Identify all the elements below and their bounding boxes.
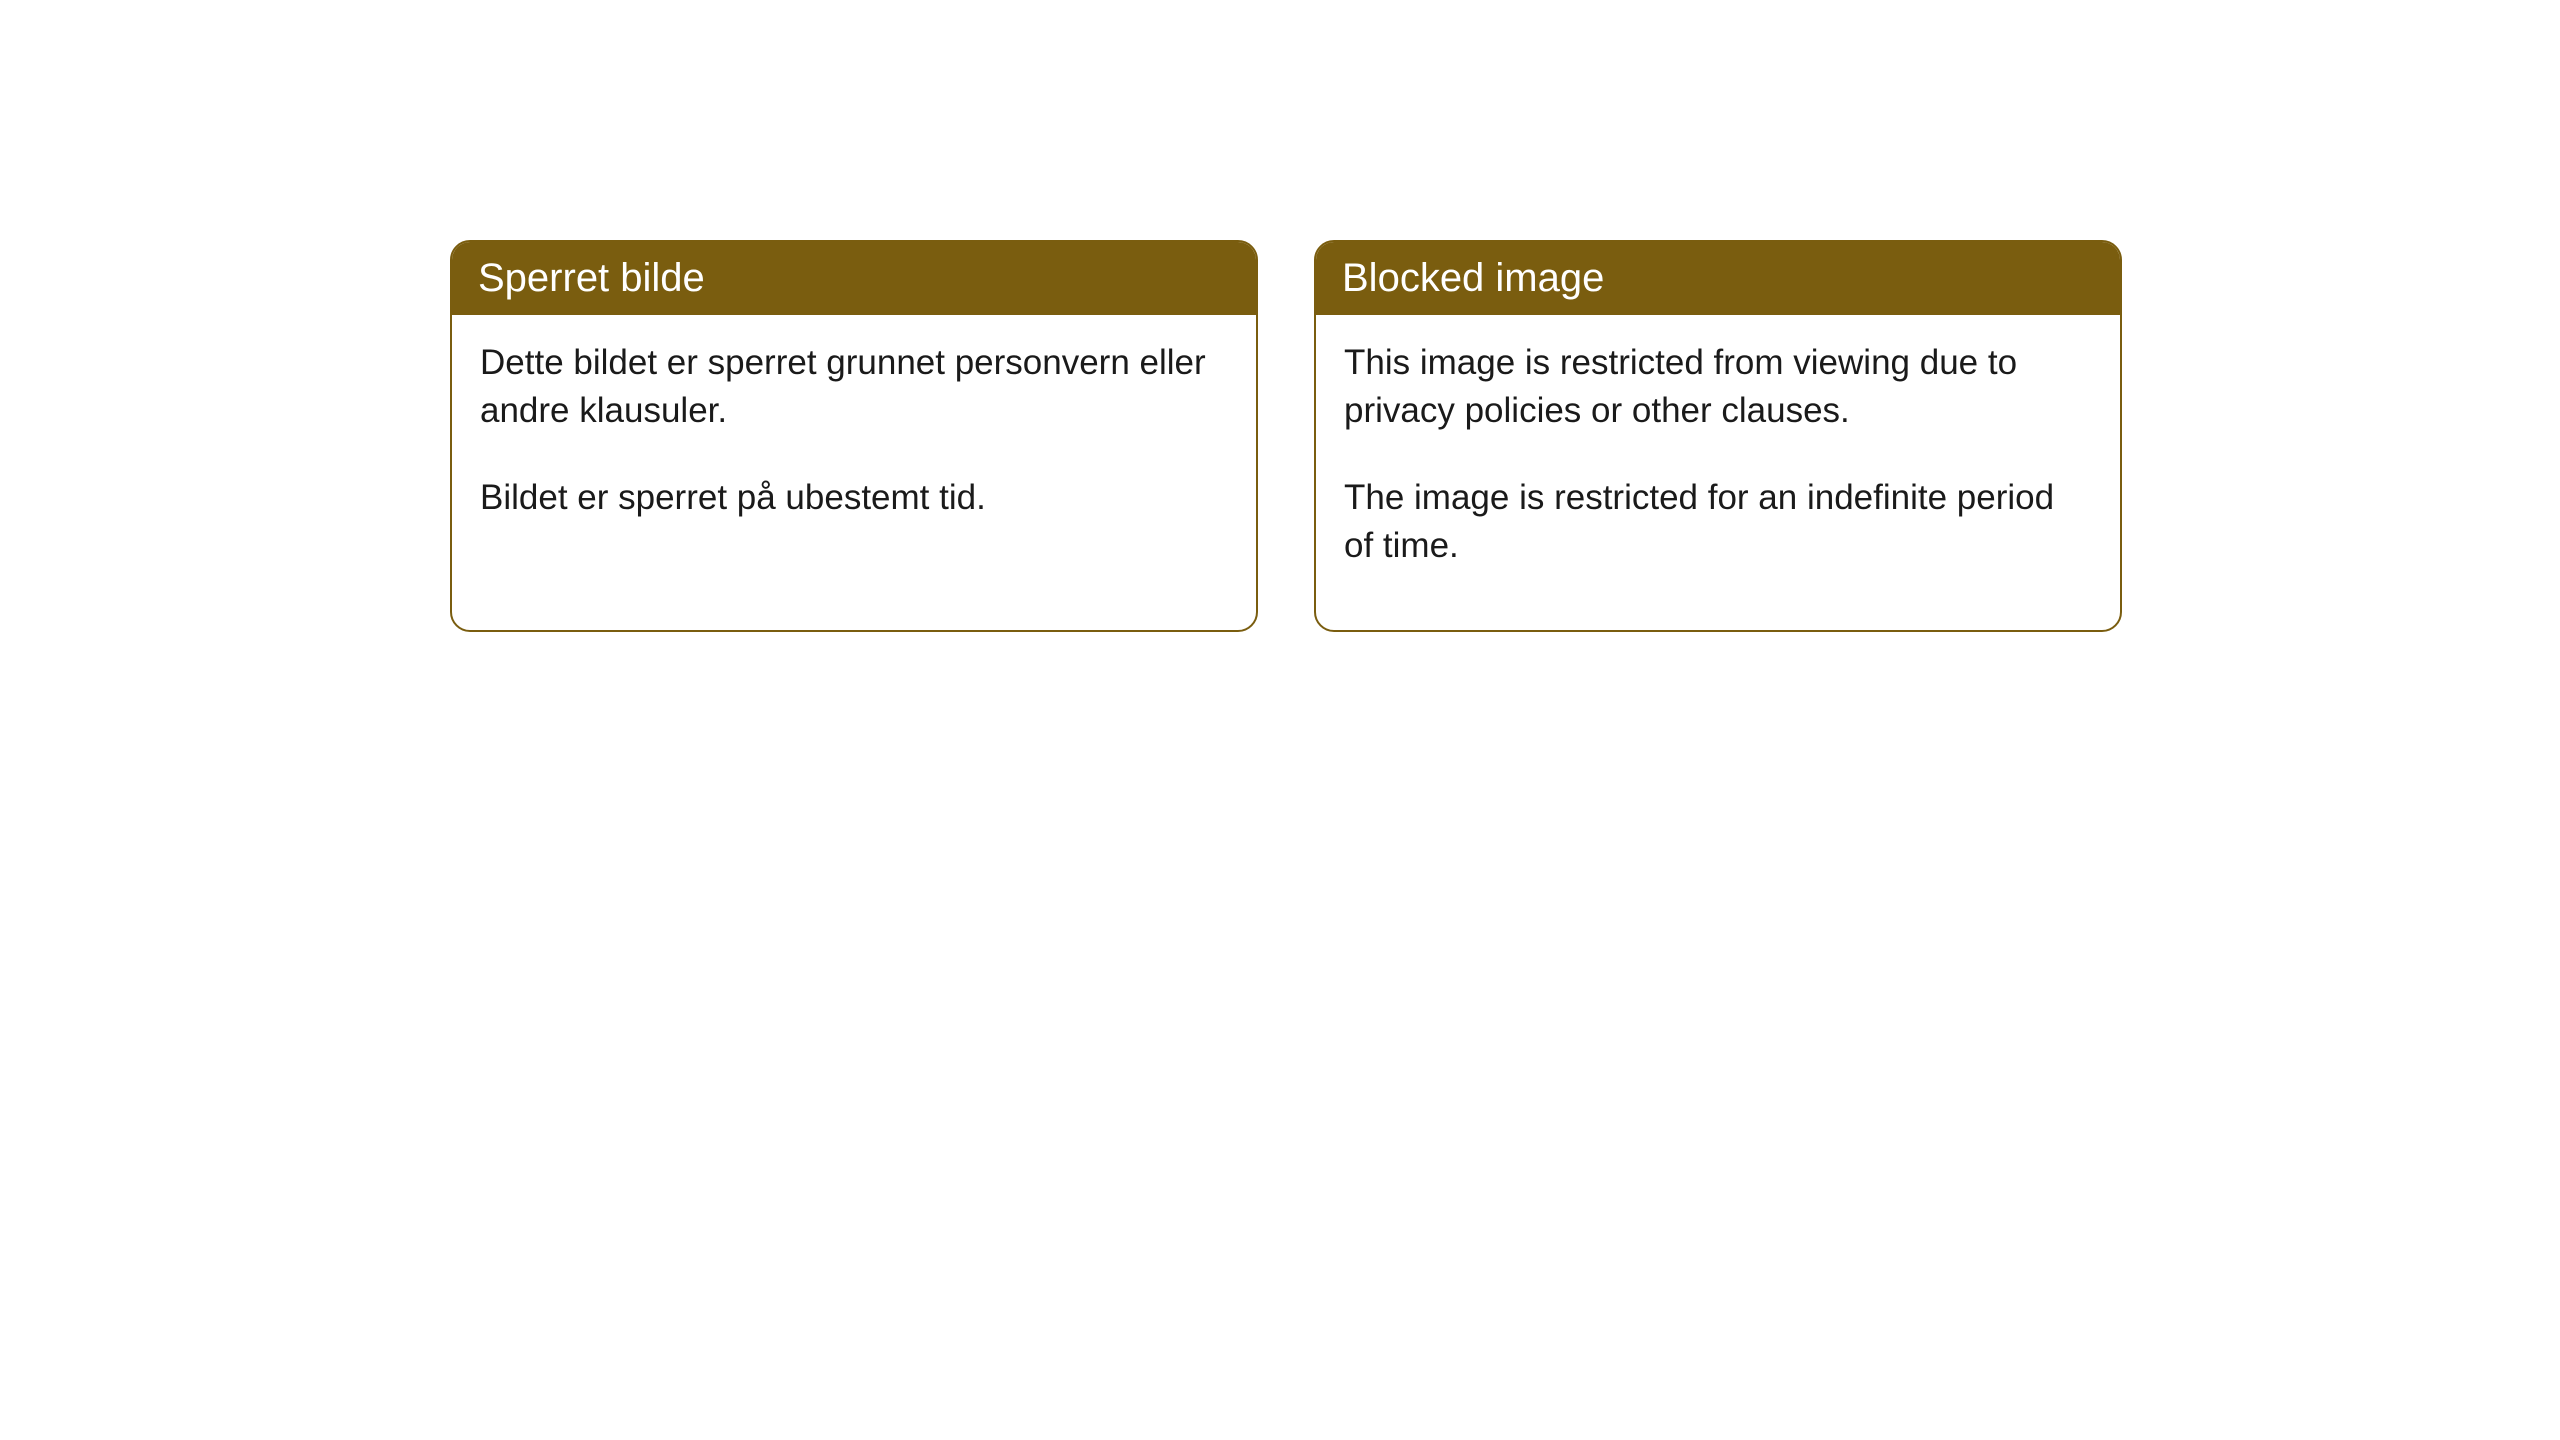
notice-cards-container: Sperret bilde Dette bildet er sperret gr… — [450, 240, 2122, 632]
card-paragraph: The image is restricted for an indefinit… — [1344, 474, 2092, 571]
card-title: Blocked image — [1342, 256, 1604, 300]
notice-card-english: Blocked image This image is restricted f… — [1314, 240, 2122, 632]
card-paragraph: This image is restricted from viewing du… — [1344, 339, 2092, 436]
card-body: Dette bildet er sperret grunnet personve… — [452, 315, 1256, 582]
notice-card-norwegian: Sperret bilde Dette bildet er sperret gr… — [450, 240, 1258, 632]
card-paragraph: Bildet er sperret på ubestemt tid. — [480, 474, 1228, 522]
card-body: This image is restricted from viewing du… — [1316, 315, 2120, 630]
card-header: Blocked image — [1316, 242, 2120, 315]
card-header: Sperret bilde — [452, 242, 1256, 315]
card-title: Sperret bilde — [478, 256, 705, 300]
card-paragraph: Dette bildet er sperret grunnet personve… — [480, 339, 1228, 436]
